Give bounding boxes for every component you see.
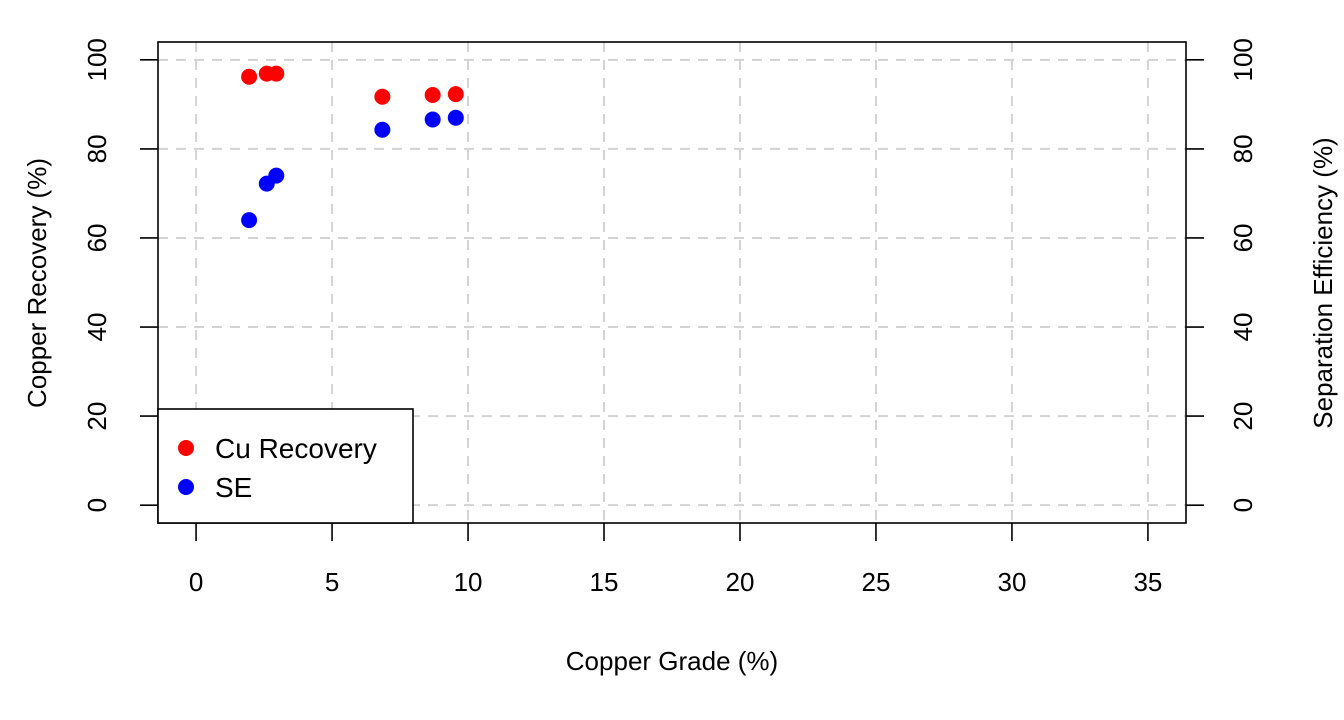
legend-box bbox=[157, 408, 414, 524]
legend: Cu Recovery SE bbox=[157, 408, 414, 524]
y-tick-label: 20 bbox=[82, 402, 112, 431]
legend-label-cu-recovery: Cu Recovery bbox=[215, 433, 377, 464]
y-tick-label: 40 bbox=[82, 313, 112, 342]
x-tick-label: 0 bbox=[189, 567, 203, 597]
y2-tick-label: 80 bbox=[1228, 134, 1258, 163]
legend-label-se: SE bbox=[215, 472, 252, 503]
x-tick-label: 10 bbox=[454, 567, 483, 597]
plot-frame bbox=[157, 41, 1187, 524]
y2-tick-label: 40 bbox=[1228, 313, 1258, 342]
data-points bbox=[241, 65, 464, 229]
x-axis: 0 5 10 15 20 25 30 35 bbox=[189, 523, 1162, 597]
x-tick-label: 30 bbox=[997, 567, 1026, 597]
y2-tick-label: 100 bbox=[1228, 38, 1258, 81]
point-cu-recovery bbox=[241, 68, 258, 85]
point-se bbox=[374, 121, 391, 138]
x-tick-label: 25 bbox=[862, 567, 891, 597]
point-se bbox=[447, 109, 464, 126]
point-cu-recovery bbox=[447, 86, 464, 103]
point-cu-recovery bbox=[268, 65, 285, 82]
x-tick-label: 5 bbox=[325, 567, 339, 597]
y-axis-left: 0 20 40 60 80 100 bbox=[82, 38, 158, 512]
x-tick-label: 20 bbox=[726, 567, 755, 597]
point-cu-recovery bbox=[374, 88, 391, 105]
y2-tick-label: 0 bbox=[1228, 498, 1258, 512]
x-tick-label: 15 bbox=[590, 567, 619, 597]
y-tick-label: 80 bbox=[82, 134, 112, 163]
y-tick-label: 60 bbox=[82, 224, 112, 253]
y-axis-title: Copper Recovery (%) bbox=[22, 158, 52, 408]
legend-marker-cu-recovery bbox=[178, 440, 194, 456]
point-se bbox=[241, 212, 258, 229]
y-axis-right: 0 20 40 60 80 100 bbox=[1186, 38, 1258, 512]
y2-tick-label: 60 bbox=[1228, 224, 1258, 253]
y2-axis-title: Separation Efficiency (%) bbox=[1308, 137, 1338, 428]
y2-tick-label: 20 bbox=[1228, 402, 1258, 431]
point-se bbox=[424, 111, 441, 128]
x-axis-title: Copper Grade (%) bbox=[566, 646, 778, 676]
x-tick-label: 35 bbox=[1133, 567, 1162, 597]
y-tick-label: 100 bbox=[82, 38, 112, 81]
point-cu-recovery bbox=[424, 86, 441, 103]
legend-marker-se bbox=[178, 479, 194, 495]
point-se bbox=[268, 167, 285, 184]
y-tick-label: 0 bbox=[82, 498, 112, 512]
